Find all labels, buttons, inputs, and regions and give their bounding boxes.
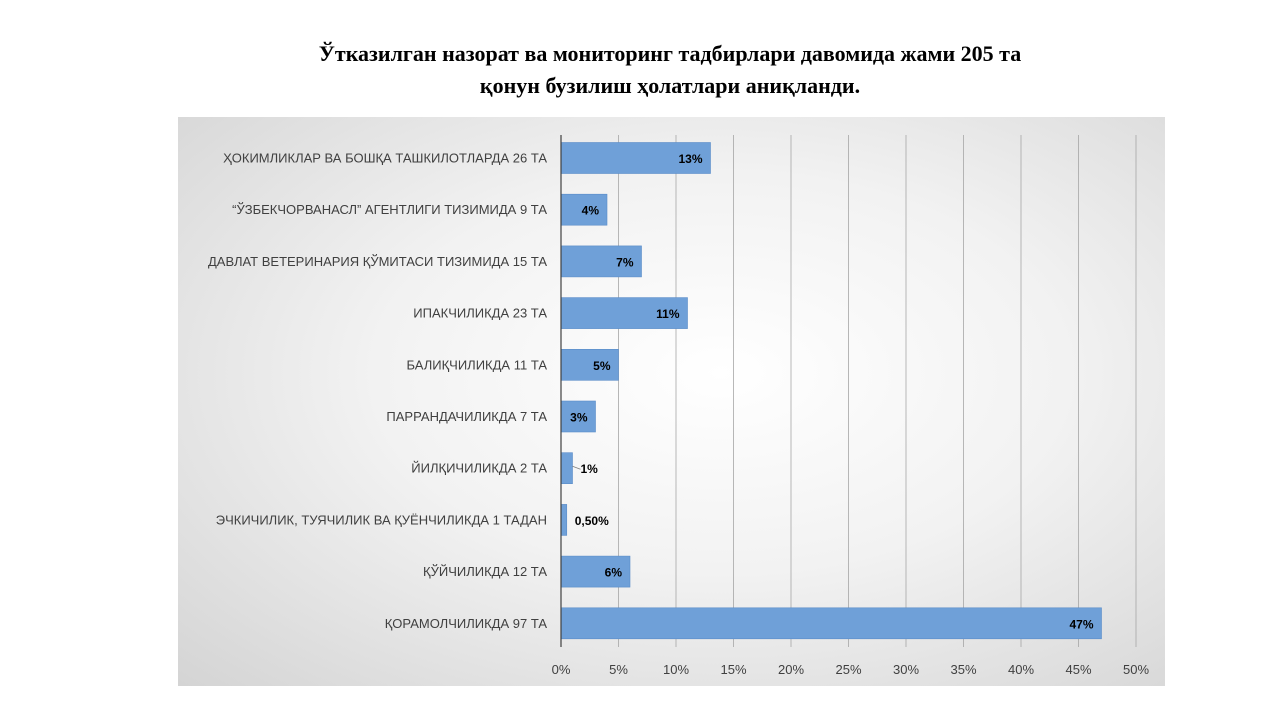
bar [560, 504, 568, 536]
category-label: ҲОКИМЛИКЛАР ВА БОШҚА ТАШКИЛОТЛАРДА 26 ТА [223, 151, 547, 166]
x-tick-label: 30% [893, 662, 919, 677]
x-tick-label: 25% [835, 662, 861, 677]
data-label: 3% [570, 411, 588, 425]
category-label: ИПАКЧИЛИКДА 23 ТА [413, 306, 547, 321]
x-tick-label: 10% [663, 662, 689, 677]
category-label: ЭЧКИЧИЛИК, ТУЯЧИЛИК ВА ҚУЁНЧИЛИКДА 1 ТАД… [216, 512, 547, 527]
data-label: 4% [582, 204, 600, 218]
bar [560, 452, 573, 485]
category-label: ЙИЛҚИЧИЛИКДА 2 ТА [411, 461, 547, 476]
category-label: “ЎЗБЕКЧОРВАНАСЛ” АГЕНТЛИГИ ТИЗИМИДА 9 ТА [232, 202, 547, 217]
x-tick-label: 45% [1065, 662, 1091, 677]
category-label: ДАВЛАТ ВЕТЕРИНАРИЯ ҚЎМИТАСИ ТИЗИМИДА 15 … [208, 254, 547, 269]
category-label: ҚЎЙЧИЛИКДА 12 ТА [423, 564, 547, 579]
data-label-leader [572, 465, 581, 470]
category-label: БАЛИҚЧИЛИКДА 11 ТА [407, 357, 548, 372]
title-line-2: қонун бузилиш ҳолатлари аниқланди. [479, 73, 861, 98]
x-tick-label: 0% [552, 662, 571, 677]
data-label: 0,50% [575, 514, 609, 528]
bar-chart: 0% 5% 10% 15% 20% 25% 30% 35% 40% 45% 50% ҲОКИМЛИКЛ… [208, 135, 1149, 677]
data-label: 13% [678, 152, 702, 166]
x-tick-label: 35% [950, 662, 976, 677]
data-label: 6% [605, 566, 623, 580]
data-label: 47% [1069, 617, 1093, 631]
data-label: 7% [616, 255, 634, 269]
category-label: ҚОРАМОЛЧИЛИКДА 97 ТА [385, 616, 548, 631]
bar [560, 142, 711, 174]
bar [560, 607, 1102, 640]
data-label: 5% [593, 359, 611, 373]
x-tick-label: 20% [778, 662, 804, 677]
data-label: 11% [656, 307, 680, 321]
slide-title: Ўтказилган назорат ва мониторинг тадбирл… [240, 38, 1100, 102]
title-line-1: Ўтказилган назорат ва мониторинг тадбирл… [318, 41, 1022, 66]
bar [560, 555, 631, 588]
data-label: 1% [581, 462, 599, 476]
x-tick-label: 15% [720, 662, 746, 677]
chart-panel: 0% 5% 10% 15% 20% 25% 30% 35% 40% 45% 50% ҲОКИМЛИКЛ… [178, 117, 1165, 686]
category-label: ПАРРАНДАЧИЛИКДА 7 ТА [386, 409, 547, 424]
x-tick-label: 5% [609, 662, 628, 677]
x-tick-label: 50% [1123, 662, 1149, 677]
x-tick-label: 40% [1008, 662, 1034, 677]
